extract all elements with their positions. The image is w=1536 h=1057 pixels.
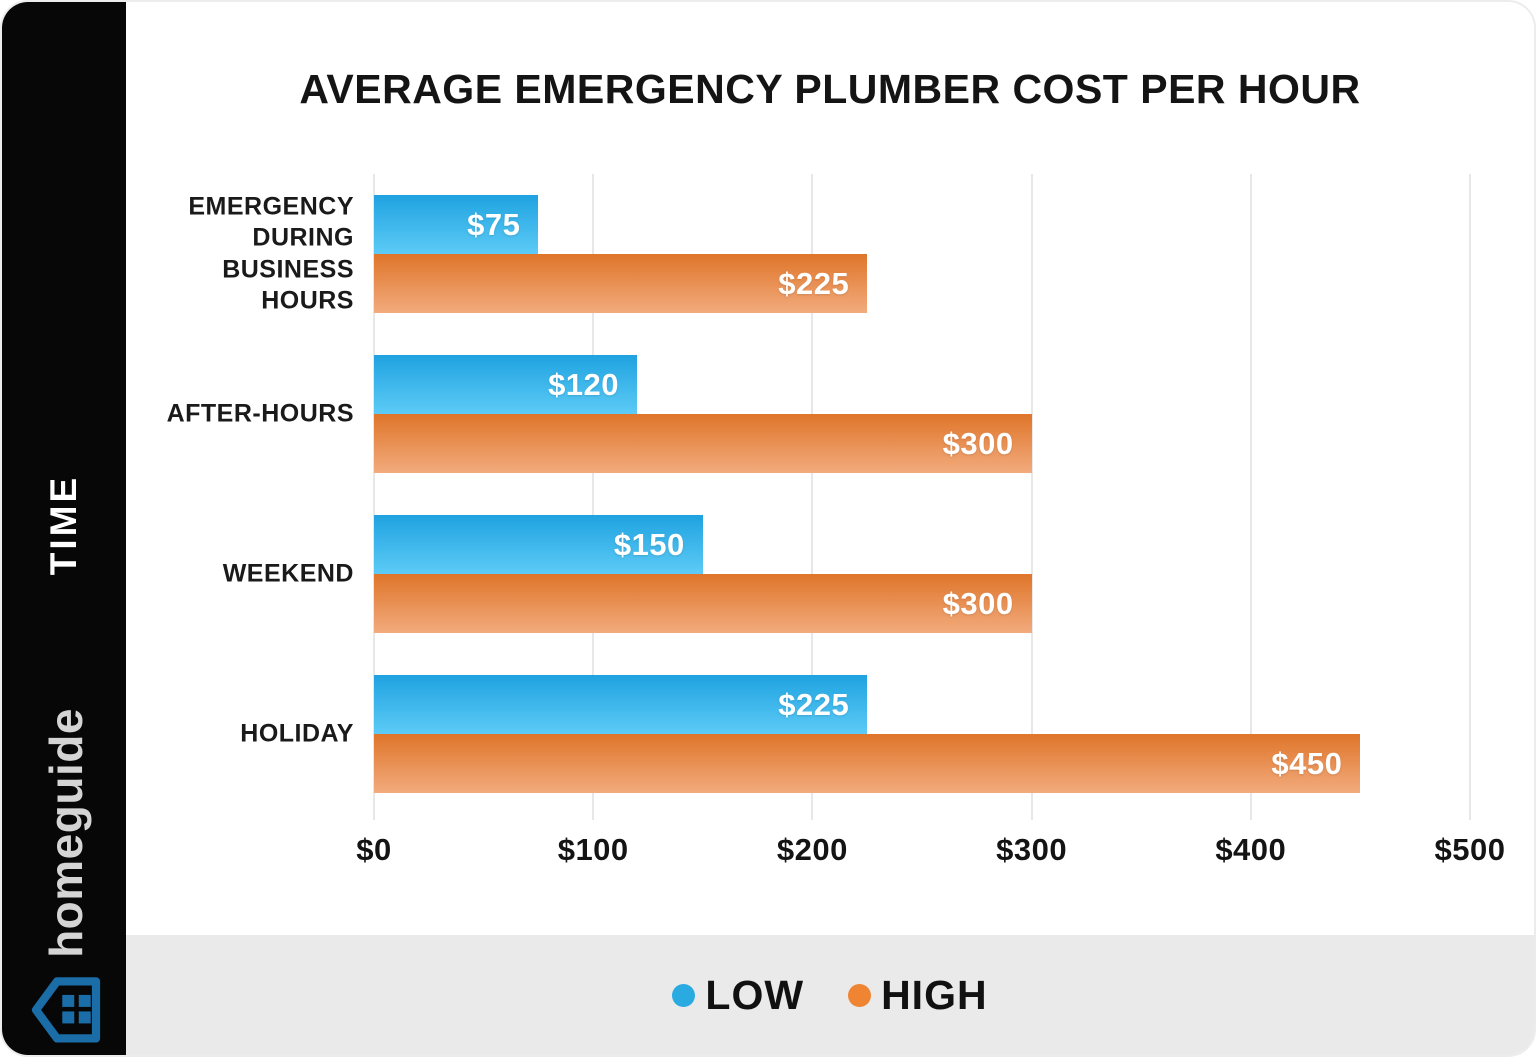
gridline-300 <box>1030 174 1033 820</box>
brand-name: homeguide <box>40 708 92 958</box>
chart-title: AVERAGE EMERGENCY PLUMBER COST PER HOUR <box>299 66 1361 112</box>
sidebar: TIME homeguide <box>2 2 126 1055</box>
category-label-weekend: WEEKEND <box>222 559 354 588</box>
gridline-400 <box>1249 174 1252 820</box>
bar-group-emergency-business-hours: $75 $225 <box>374 195 1470 313</box>
category-label-emergency-business-hours: EMERGENCY DURING BUSINESS HOURS <box>188 192 354 315</box>
x-tick-0: $0 <box>356 832 392 867</box>
brand-lockup: homeguide <box>30 708 102 1046</box>
bar-value-label: $150 <box>613 526 685 562</box>
legend: LOW HIGH <box>126 935 1534 1055</box>
category-axis: EMERGENCY DURING BUSINESS HOURS AFTER-HO… <box>126 2 358 935</box>
gridline-100 <box>592 174 595 820</box>
x-tick-200: $200 <box>776 832 848 867</box>
homeguide-house-icon <box>31 977 101 1043</box>
gridline-0 <box>373 174 375 820</box>
legend-label-high: HIGH <box>881 971 988 1018</box>
legend-item-low: LOW <box>672 972 804 1019</box>
gridline-200 <box>811 174 814 820</box>
bar-high: $300 <box>374 574 1032 633</box>
chart-area: AVERAGE EMERGENCY PLUMBER COST PER HOUR … <box>126 2 1534 935</box>
bar-high: $300 <box>374 414 1032 473</box>
bar-value-label: $120 <box>548 366 620 402</box>
bar-low: $225 <box>374 675 868 734</box>
legend-dot-low-icon <box>672 983 696 1007</box>
bar-group-holiday: $225 $450 <box>374 675 1470 793</box>
x-tick-100: $100 <box>557 832 629 867</box>
plot-area: $75 $225 $120 $300 $150 $300 <box>373 174 1471 820</box>
bar-low: $150 <box>374 515 703 574</box>
gridline-500 <box>1469 174 1471 820</box>
house-outline <box>31 977 101 1043</box>
bar-low: $120 <box>374 355 638 414</box>
legend-label-low: LOW <box>705 971 805 1018</box>
y-axis-group-label: TIME <box>43 474 84 576</box>
x-tick-500: $500 <box>1434 832 1506 867</box>
bar-high: $225 <box>374 254 868 313</box>
bar-value-label: $75 <box>467 206 521 242</box>
x-tick-300: $300 <box>996 832 1068 867</box>
bar-group-weekend: $150 $300 <box>374 515 1470 633</box>
bar-high: $450 <box>374 734 1361 793</box>
legend-dot-high-icon <box>848 983 872 1007</box>
bar-value-label: $225 <box>778 686 850 722</box>
bar-low: $75 <box>374 195 539 254</box>
bar-value-label: $300 <box>942 585 1014 621</box>
legend-item-high: HIGH <box>848 972 988 1019</box>
bar-value-label: $300 <box>942 425 1014 461</box>
x-tick-400: $400 <box>1215 832 1287 867</box>
x-axis: $0 $100 $200 $300 $400 $500 <box>356 832 1505 878</box>
bar-value-label: $450 <box>1271 745 1343 781</box>
category-label-holiday: HOLIDAY <box>240 719 354 748</box>
category-label-after-hours: AFTER-HOURS <box>166 399 354 428</box>
bar-value-label: $225 <box>778 265 850 301</box>
bar-group-after-hours: $120 $300 <box>374 355 1470 473</box>
